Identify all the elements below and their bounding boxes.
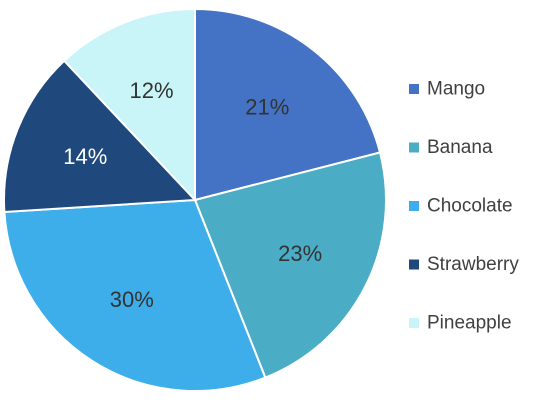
legend-label-mango: Mango <box>427 79 485 100</box>
pie-slice-mango <box>194 7 382 202</box>
legend-label-banana: Banana <box>427 137 493 158</box>
legend-label-chocolate: Chocolate <box>427 196 513 217</box>
pie-slice-strawberry <box>3 59 198 214</box>
legend-swatch-pineapple <box>409 318 419 328</box>
legend-item-banana: Banana <box>409 137 493 158</box>
legend-swatch-banana <box>409 142 419 153</box>
data-label-pineapple: 12% <box>130 78 174 103</box>
legend-swatch-mango <box>409 84 419 94</box>
legend-item-chocolate: Chocolate <box>409 196 513 217</box>
data-label-chocolate: 30% <box>110 287 154 312</box>
pie-slice-pineapple <box>62 7 196 203</box>
data-label-strawberry: 14% <box>63 144 107 169</box>
legend-item-strawberry: Strawberry <box>409 254 519 275</box>
pie-data-labels: 21% 23% 30% 14% 12% <box>63 78 322 312</box>
pie-slice-chocolate <box>3 198 267 392</box>
legend-label-strawberry: Strawberry <box>427 254 519 275</box>
legend-swatch-strawberry <box>409 259 419 270</box>
pie-slices <box>3 7 387 392</box>
legend: Mango Banana Chocolate Strawberry Pineapple <box>409 79 519 334</box>
data-label-mango: 21% <box>245 94 289 119</box>
legend-label-pineapple: Pineapple <box>427 313 512 334</box>
pie-slice-banana <box>193 151 387 379</box>
legend-item-pineapple: Pineapple <box>409 313 512 334</box>
legend-swatch-chocolate <box>409 201 419 211</box>
legend-item-mango: Mango <box>409 79 485 100</box>
data-label-banana: 23% <box>278 241 322 266</box>
